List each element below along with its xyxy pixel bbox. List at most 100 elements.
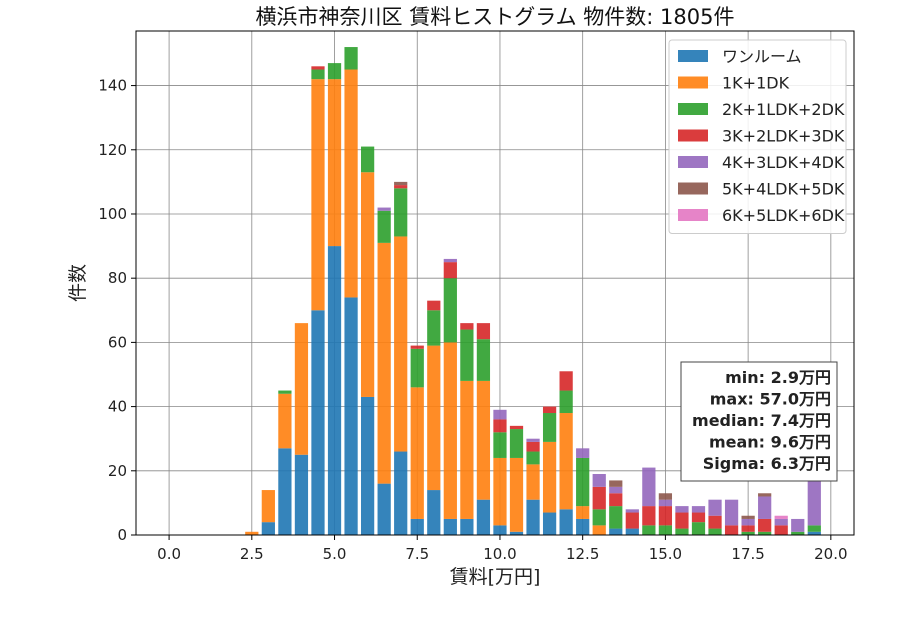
legend-swatch — [678, 209, 708, 221]
bar-segment-3 — [708, 528, 722, 535]
bar-segment-1 — [261, 522, 275, 535]
bar-segment-5 — [724, 499, 739, 526]
bar-segment-4 — [493, 419, 507, 433]
bar-segment-1 — [360, 396, 375, 535]
bar-segment-4 — [609, 493, 623, 507]
bar-segment-5 — [443, 258, 457, 263]
legend-label: 3K+2LDK+3DK — [722, 127, 845, 146]
bar-segment-2 — [559, 413, 573, 510]
x-tick-label: 20.0 — [814, 545, 847, 563]
legend-label: 4K+3LDK+4DK — [722, 153, 845, 172]
bar-segment-2 — [278, 393, 292, 449]
legend: ワンルーム 1K+1DK 2K+1LDK+2DK 3K+2LDK+3DK 4K+3LDK… — [668, 39, 847, 234]
bar-segment-3 — [360, 146, 375, 173]
bar-segment-1 — [576, 518, 590, 535]
bar-segment-5 — [642, 467, 656, 507]
y-tick-label: 120 — [98, 141, 127, 159]
x-tick-label: 15.0 — [649, 545, 682, 563]
x-tick-label: 17.5 — [731, 545, 764, 563]
bar-segment-5 — [774, 518, 788, 526]
bar-segment-3 — [807, 525, 821, 532]
legend-label: ワンルーム — [722, 47, 802, 66]
bar-segment-2 — [476, 380, 491, 500]
bar-segment-1 — [559, 509, 573, 535]
bar-segment-1 — [493, 525, 507, 535]
bar-segment-3 — [509, 429, 524, 458]
bar-segment-4 — [642, 506, 656, 526]
bar-segment-3 — [344, 47, 358, 70]
bar-segment-2 — [592, 525, 606, 535]
bar-segment-5 — [493, 409, 507, 420]
bar-segment-5 — [741, 518, 755, 526]
bar-segment-3 — [675, 528, 689, 535]
bar-segment-2 — [394, 236, 408, 452]
x-tick-label: 12.5 — [566, 545, 599, 563]
bar-segment-5 — [576, 448, 590, 458]
bar-segment-2 — [294, 323, 309, 455]
bar-segment-2 — [576, 506, 590, 519]
bar-segment-4 — [509, 425, 524, 430]
bar-segment-3 — [443, 278, 457, 343]
bar-segment-4 — [741, 525, 755, 532]
bar-segment-3 — [691, 522, 706, 535]
bar-segment-1 — [377, 483, 391, 535]
bar-segment-1 — [294, 454, 309, 535]
bar-segment-2 — [360, 172, 375, 397]
bar-segment-3 — [642, 525, 656, 535]
legend-frame — [668, 39, 847, 234]
bar-segment-6 — [758, 493, 772, 497]
bar-segment-2 — [377, 242, 391, 484]
bar-segment-4 — [460, 323, 474, 330]
bar-segment-3 — [327, 63, 342, 80]
bar-segment-5 — [675, 506, 689, 513]
bar-segment-4 — [625, 512, 639, 529]
bar-segment-1 — [394, 451, 408, 535]
x-tick-label: 7.5 — [405, 545, 429, 563]
bar-segment-3 — [394, 188, 408, 237]
bar-segment-3 — [476, 339, 491, 381]
y-tick-label: 80 — [108, 269, 127, 287]
plot-frame — [135, 30, 855, 536]
bar-segment-4 — [774, 525, 788, 535]
stats-box-frame — [680, 361, 838, 482]
bar-segment-2 — [327, 79, 342, 247]
bar-segment-1 — [609, 528, 623, 535]
bar-segment-3 — [758, 531, 772, 535]
bar-segment-4 — [311, 66, 325, 70]
bar-segment-2 — [261, 490, 275, 523]
bar-segment-1 — [311, 310, 325, 535]
bar-segment-1 — [807, 531, 821, 535]
bar-segment-5 — [691, 506, 706, 513]
stats-line: max: 57.0万円 — [710, 390, 831, 409]
bar-segment-7 — [774, 515, 788, 519]
bar-segment-3 — [559, 390, 573, 414]
bar-segment-2 — [460, 380, 474, 519]
bar-segment-3 — [427, 310, 441, 346]
bar-segment-4 — [476, 323, 491, 340]
bar-segment-1 — [278, 448, 292, 535]
bar-segment-4 — [708, 515, 722, 529]
bar-segment-1 — [460, 518, 474, 535]
bar-segment-1 — [625, 528, 639, 535]
bar-segment-3 — [658, 525, 673, 535]
bar-segment-3 — [493, 432, 507, 458]
bar-segment-2 — [526, 464, 540, 500]
bar-segment-4 — [724, 525, 739, 535]
legend-swatch — [678, 156, 708, 168]
bar-segment-5 — [807, 477, 821, 526]
bar-segment-1 — [526, 499, 540, 535]
stats-line: median: 7.4万円 — [692, 411, 831, 430]
bar-segment-2 — [443, 342, 457, 519]
bar-segment-3 — [377, 210, 391, 243]
legend-label: 1K+1DK — [722, 74, 790, 93]
bar-segment-4 — [592, 486, 606, 510]
legend-swatch — [678, 129, 708, 142]
bar-stacks — [245, 47, 821, 535]
bar-segment-5 — [658, 499, 673, 507]
bar-segment-5 — [625, 509, 639, 513]
bar-segment-2 — [344, 69, 358, 298]
bar-segment-4 — [443, 262, 457, 279]
bar-segment-6 — [741, 515, 755, 519]
x-tick-label: 0.0 — [157, 545, 181, 563]
bar-segment-4 — [427, 300, 441, 311]
